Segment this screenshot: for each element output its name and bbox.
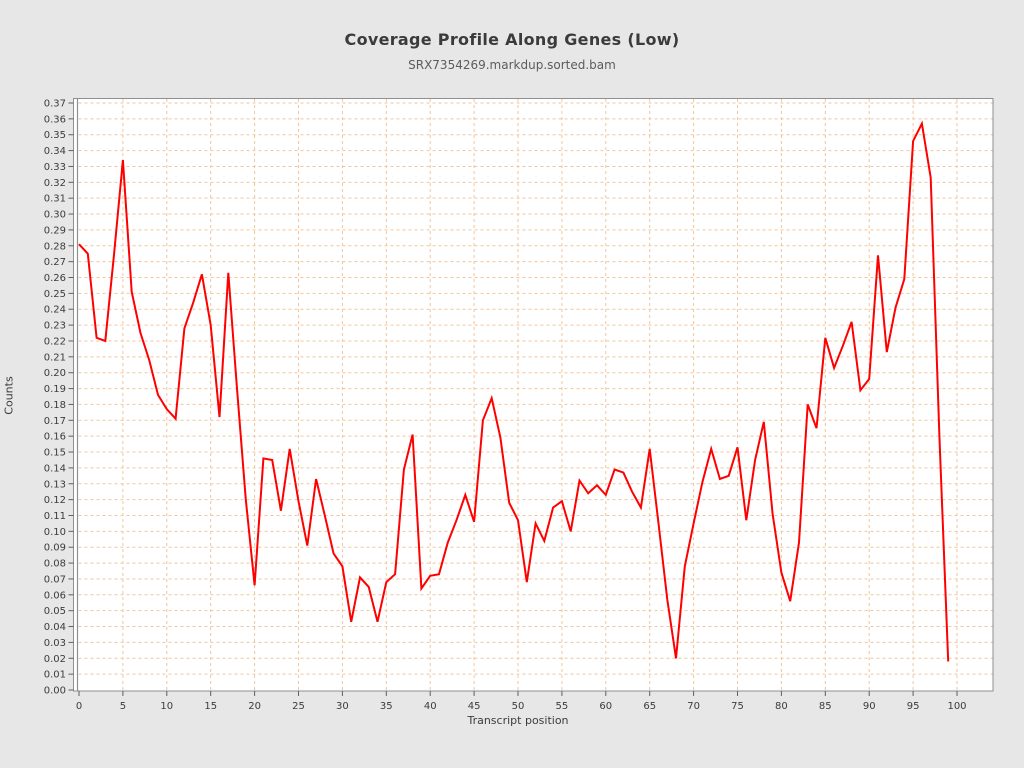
y-tick-label: 0.17 [44,416,66,427]
y-tick-label: 0.35 [44,130,66,141]
y-tick-label: 0.10 [44,527,66,538]
y-tick-label: 0.21 [44,352,66,363]
y-tick-label: 0.04 [44,622,66,633]
y-tick-label: 0.34 [44,146,66,157]
y-tick-label: 0.16 [44,432,66,443]
y-tick-label: 0.18 [44,400,66,411]
y-tick-label: 0.29 [44,225,66,236]
y-tick-label: 0.23 [44,321,66,332]
x-tick-label: 30 [336,701,349,712]
x-tick-label: 35 [380,701,393,712]
y-tick-label: 0.00 [44,686,66,697]
y-tick-label: 0.28 [44,241,66,252]
x-tick-label: 45 [468,701,481,712]
y-tick-label: 0.11 [44,511,66,522]
y-tick-label: 0.27 [44,257,66,268]
x-tick-label: 5 [120,701,126,712]
y-axis-label: Counts [2,376,16,415]
x-tick-label: 95 [907,701,920,712]
x-axis-label: Transcript position [467,714,569,727]
y-tick-label: 0.36 [44,114,66,125]
y-tick-label: 0.07 [44,574,66,585]
coverage-line [78,120,950,662]
y-tick-label: 0.20 [44,368,66,379]
y-tick-label: 0.02 [44,654,66,665]
y-tick-label: 0.15 [44,448,66,459]
x-tick-label: 55 [556,701,569,712]
y-tick-label: 0.24 [44,305,66,316]
x-tick-label: 25 [292,701,305,712]
x-tick-label: 90 [863,701,876,712]
x-tick-label: 60 [599,701,612,712]
x-tick-label: 15 [204,701,217,712]
x-tick-label: 65 [643,701,656,712]
x-tick-label: 100 [947,701,966,712]
x-tick-label: 50 [512,701,525,712]
y-tick-label: 0.14 [44,463,66,474]
x-tick-label: 40 [424,701,437,712]
x-tick-label: 10 [160,701,173,712]
y-tick-label: 0.32 [44,178,66,189]
y-tick-label: 0.22 [44,336,66,347]
x-tick-label: 70 [687,701,700,712]
chart-subtitle: SRX7354269.markdup.sorted.bam [408,58,616,72]
y-tick-label: 0.08 [44,559,66,570]
x-tick-label: 80 [775,701,788,712]
y-tick-label: 0.05 [44,606,66,617]
x-tick-label: 20 [248,701,261,712]
y-tick-label: 0.26 [44,273,66,284]
y-tick-label: 0.03 [44,638,66,649]
y-tick-label: 0.33 [44,162,66,173]
x-tick-label: 0 [76,701,82,712]
y-tick-label: 0.19 [44,384,66,395]
y-tick-label: 0.13 [44,479,66,490]
y-tick-label: 0.25 [44,289,66,300]
y-tick-label: 0.09 [44,543,66,554]
y-tick-label: 0.12 [44,495,66,506]
y-tick-label: 0.31 [44,194,66,205]
y-tick-label: 0.37 [44,98,66,109]
y-tick-label: 0.30 [44,210,66,221]
plot-frame [73,98,994,692]
y-tick-label: 0.06 [44,590,66,601]
chart-title: Coverage Profile Along Genes (Low) [344,30,680,49]
y-tick-label: 0.01 [44,670,66,681]
x-tick-label: 85 [819,701,832,712]
x-tick-label: 75 [731,701,744,712]
